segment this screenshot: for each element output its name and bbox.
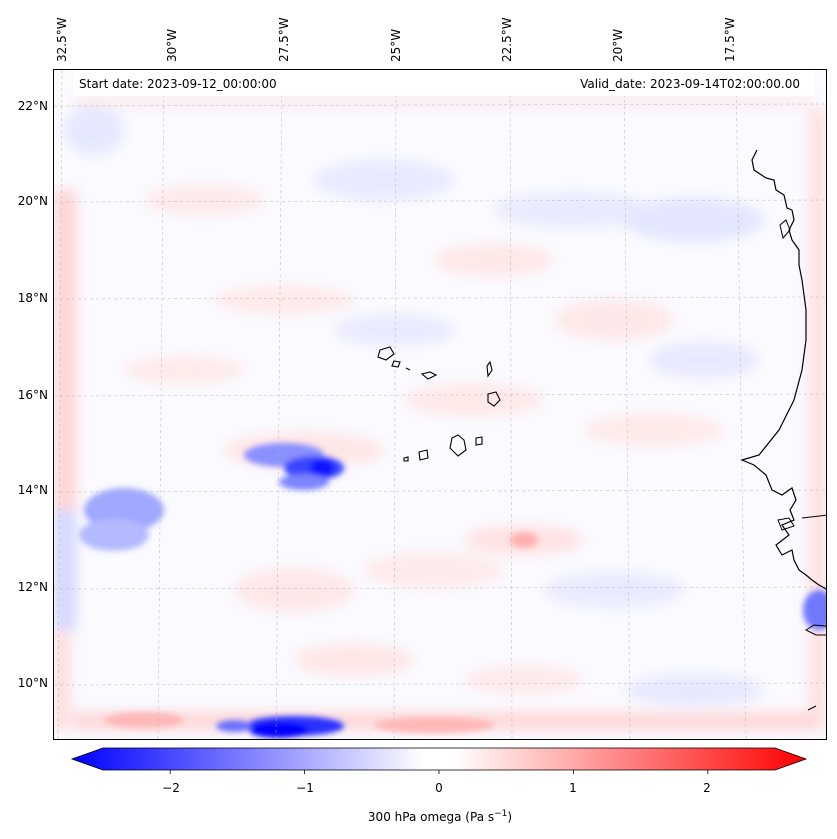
lat-label: 18°N — [17, 291, 48, 305]
colorbar-tick-label: 0 — [435, 781, 443, 795]
cape-verde-islands — [377, 346, 501, 462]
lat-label: 12°N — [17, 580, 48, 594]
colorbar-tick-label: 1 — [569, 781, 577, 795]
colorbar-tick-label: −1 — [296, 781, 314, 795]
lat-label: 16°N — [17, 388, 48, 402]
start-date-label: Start date: 2023-09-12_00:00:00 — [79, 77, 277, 91]
colorbar-title: 300 hPa omega (Pa s−1) — [367, 809, 513, 824]
colorbar-tick-label: −2 — [162, 781, 180, 795]
lat-label: 22°N — [17, 99, 48, 113]
lat-label: 20°N — [17, 194, 48, 208]
lat-label: 14°N — [17, 483, 48, 497]
map-panel — [53, 69, 827, 740]
colorbar-tick-label: 2 — [703, 781, 711, 795]
lat-label: 10°N — [17, 676, 48, 690]
coastline — [740, 149, 826, 590]
omega-field — [54, 70, 826, 739]
colorbar-bar — [70, 747, 808, 771]
valid-date-label: Valid_date: 2023-09-14T02:00:00.00 — [580, 77, 800, 91]
